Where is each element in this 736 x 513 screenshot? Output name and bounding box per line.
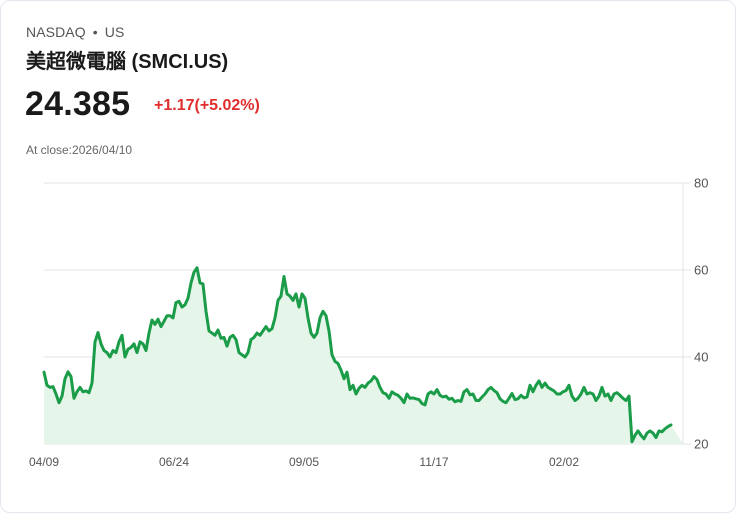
- price-chart[interactable]: 80 60 40 20: [1, 171, 736, 471]
- x-tick-label: 04/09: [28, 455, 60, 469]
- exchange-line: NASDAQ • US: [26, 24, 124, 40]
- y-tick-label: 80: [694, 176, 708, 191]
- stock-title: 美超微電腦 (SMCI.US): [26, 51, 229, 73]
- price-area-fill: [44, 267, 683, 444]
- price-change: +1.17(+5.02%): [154, 97, 260, 114]
- x-tick-label: 02/02: [548, 455, 580, 469]
- separator-dot: •: [92, 24, 98, 40]
- y-axis-ticks: 80 60 40 20: [694, 176, 708, 452]
- x-tick-label: 06/24: [158, 455, 190, 469]
- close-time-label: At close:2026/04/10: [26, 143, 133, 157]
- market-name: US: [104, 24, 125, 40]
- y-tick-label: 40: [694, 350, 708, 365]
- price-line: [42, 266, 673, 444]
- y-tick-label: 60: [694, 263, 708, 278]
- x-tick-label: 11/17: [419, 455, 449, 469]
- exchange-name: NASDAQ: [26, 24, 86, 40]
- current-price: 24.385: [25, 85, 131, 123]
- x-tick-label: 09/05: [288, 455, 320, 469]
- y-tick-label: 20: [694, 437, 708, 452]
